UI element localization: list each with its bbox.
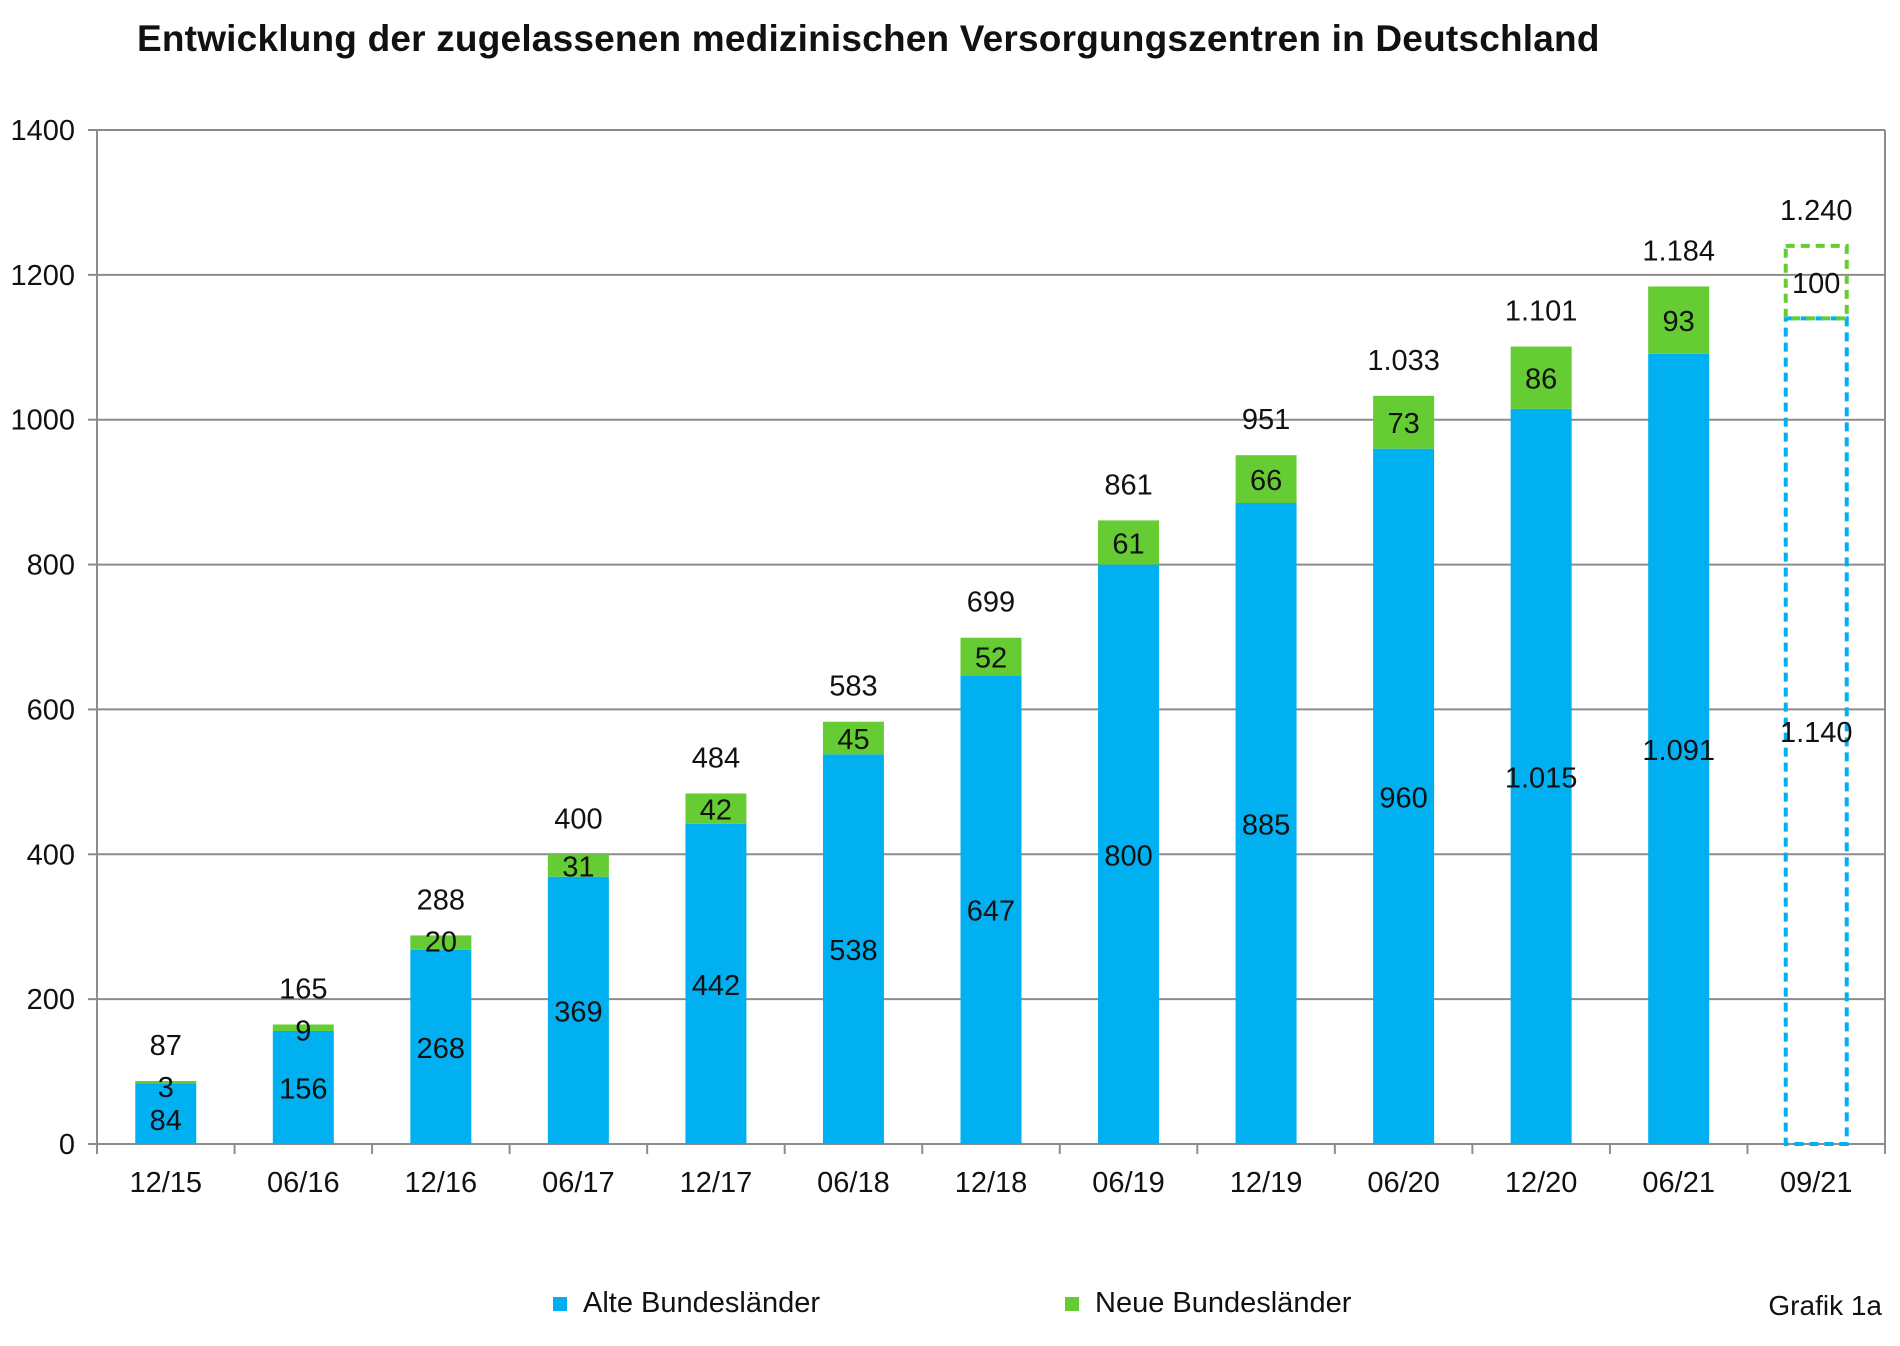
legend-item-alte: Alte Bundesländer [553,1287,820,1320]
bar-neue-projected [1783,243,1849,321]
bar-alte [1510,408,1572,1145]
y-tick-label: 400 [27,839,75,871]
bar-neue [960,637,1022,676]
bar-alte [1098,564,1160,1144]
bar-neue [547,854,609,877]
data-label-total: 1.184 [1642,235,1715,267]
data-label-total: 1.240 [1780,195,1853,227]
bar-neue [272,1024,334,1032]
y-tick-label: 200 [27,984,75,1016]
bar-alte [960,675,1022,1144]
data-label-total: 699 [967,587,1015,619]
x-tick-label: 12/20 [1505,1167,1578,1199]
data-label-alte: 1.140 [1780,717,1853,749]
data-label-total: 87 [150,1030,182,1062]
data-label-neue: 61 [1112,528,1144,560]
bar-neue [1098,520,1160,565]
data-label-neue: 73 [1387,408,1419,440]
legend-label-neue: Neue Bundesländer [1095,1287,1352,1319]
data-label-total: 400 [554,803,602,835]
x-tick-label: 12/19 [1230,1167,1303,1199]
x-tick-label: 12/18 [955,1167,1028,1199]
data-label-alte: 1.091 [1642,735,1715,767]
data-label-neue: 3 [158,1072,174,1104]
data-label-alte: 647 [967,896,1015,928]
y-tick-label: 0 [59,1129,75,1161]
data-label-alte: 800 [1104,840,1152,872]
x-tick-label: 12/17 [680,1167,753,1199]
data-label-total: 165 [279,973,327,1005]
data-label-neue: 66 [1250,465,1282,497]
x-tick-label: 06/17 [542,1167,615,1199]
x-tick-label: 06/19 [1092,1167,1165,1199]
data-label-total: 288 [417,884,465,916]
bar-alte [410,949,472,1144]
y-tick-label: 800 [27,550,75,582]
x-tick-label: 06/18 [817,1167,890,1199]
bar-alte [547,876,609,1144]
y-tick-label: 1400 [10,115,75,147]
bar-alte [272,1031,334,1144]
x-tick-label: 06/16 [267,1167,340,1199]
data-label-total: 951 [1242,404,1290,436]
data-label-neue: 86 [1525,364,1557,396]
bar-neue [1373,395,1435,449]
data-label-alte: 84 [150,1105,182,1137]
x-tick-label: 06/20 [1367,1167,1440,1199]
bar-alte [685,823,747,1144]
bar-neue [822,721,884,755]
data-label-neue: 20 [425,926,457,958]
data-label-total: 484 [692,742,740,774]
y-tick-label: 1200 [10,260,75,292]
bar-alte [822,754,884,1144]
data-label-alte: 885 [1242,810,1290,842]
chart-title: Entwicklung der zugelassenen medizinisch… [137,18,1600,59]
data-label-alte: 369 [554,996,602,1028]
bar-neue [1510,346,1572,409]
data-label-neue: 93 [1663,306,1695,338]
data-label-neue: 45 [837,724,869,756]
data-label-alte: 268 [417,1033,465,1065]
data-label-neue: 100 [1792,268,1840,300]
data-label-alte: 538 [829,935,877,967]
bar-alte [1235,503,1297,1144]
data-label-neue: 9 [295,1015,311,1047]
data-label-neue: 31 [562,852,594,884]
bar-alte [1373,448,1435,1145]
data-label-neue: 52 [975,643,1007,675]
x-tick-label: 12/15 [129,1167,202,1199]
legend-swatch-neue [1065,1296,1079,1311]
data-label-total: 1.033 [1367,345,1440,377]
bar-neue [1235,455,1297,504]
bar-neue [135,1080,197,1084]
data-label-alte: 156 [279,1074,327,1106]
bar-neue [410,935,472,950]
data-label-total: 861 [1104,469,1152,501]
data-label-alte: 1.015 [1505,762,1578,794]
bar-alte [1648,353,1710,1144]
data-label-neue: 42 [700,795,732,827]
data-label-alte: 442 [692,970,740,1002]
x-tick-label: 12/16 [405,1167,478,1199]
y-tick-label: 1000 [10,405,75,437]
x-tick-label: 09/21 [1780,1167,1853,1199]
bar-neue [1648,286,1710,354]
bar-neue [685,793,747,824]
legend-item-neue: Neue Bundesländer [1065,1287,1351,1320]
bar-alte [135,1083,197,1144]
data-label-alte: 960 [1379,782,1427,814]
bar-alte-projected [1783,316,1849,1147]
legend-swatch-alte [553,1296,567,1311]
legend-label-alte: Alte Bundesländer [583,1287,820,1319]
data-label-total: 583 [829,671,877,703]
chart-annotation: Grafik 1a [1768,1290,1882,1321]
x-tick-label: 06/21 [1642,1167,1715,1199]
data-label-total: 1.101 [1505,296,1578,328]
y-tick-label: 600 [27,694,75,726]
